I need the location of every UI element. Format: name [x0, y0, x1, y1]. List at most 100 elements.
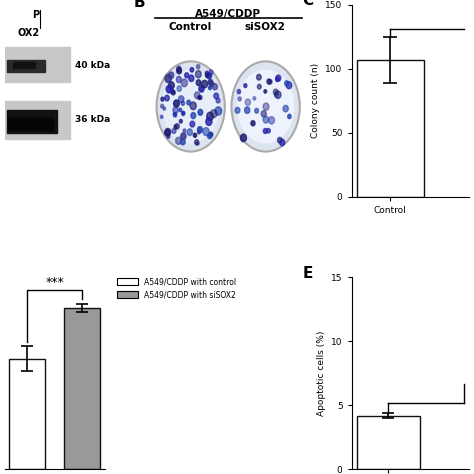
Circle shape — [206, 118, 212, 126]
Circle shape — [205, 73, 209, 77]
Text: 36 kDa: 36 kDa — [75, 115, 110, 124]
Circle shape — [195, 71, 201, 78]
Bar — [5, 47, 70, 82]
Circle shape — [190, 68, 194, 72]
Circle shape — [169, 82, 174, 89]
Circle shape — [238, 97, 241, 101]
Circle shape — [165, 95, 169, 101]
Circle shape — [160, 115, 163, 118]
Circle shape — [161, 104, 164, 108]
Text: B: B — [133, 0, 145, 10]
Circle shape — [286, 82, 292, 89]
Circle shape — [251, 121, 255, 126]
Circle shape — [179, 119, 182, 123]
Circle shape — [173, 107, 178, 113]
Circle shape — [179, 108, 182, 112]
Circle shape — [195, 140, 199, 145]
Circle shape — [288, 114, 291, 118]
Circle shape — [210, 82, 214, 87]
Circle shape — [173, 113, 176, 116]
Circle shape — [245, 99, 250, 106]
Circle shape — [183, 129, 186, 132]
Circle shape — [172, 90, 175, 95]
Circle shape — [169, 72, 174, 79]
Circle shape — [165, 129, 170, 136]
Bar — [357, 416, 420, 469]
Circle shape — [209, 70, 213, 75]
Circle shape — [161, 97, 164, 101]
Ellipse shape — [237, 70, 294, 144]
Circle shape — [264, 90, 267, 93]
Circle shape — [261, 110, 266, 117]
Circle shape — [263, 116, 269, 123]
Circle shape — [172, 128, 176, 134]
Circle shape — [182, 111, 184, 115]
Circle shape — [215, 107, 222, 115]
Legend: A549/CDDP with control, A549/CDDP with siSOX2: A549/CDDP with control, A549/CDDP with s… — [117, 277, 236, 299]
Bar — [8, 118, 53, 129]
Circle shape — [166, 85, 172, 93]
Circle shape — [207, 73, 211, 79]
Circle shape — [235, 107, 240, 113]
Circle shape — [237, 90, 241, 94]
Circle shape — [198, 96, 201, 100]
Circle shape — [209, 86, 211, 90]
Circle shape — [167, 135, 170, 138]
Y-axis label: Colony count (n): Colony count (n) — [311, 63, 320, 138]
Circle shape — [205, 71, 209, 75]
Circle shape — [194, 92, 200, 99]
Bar — [9, 359, 45, 469]
Circle shape — [240, 134, 246, 142]
Circle shape — [273, 89, 278, 95]
Bar — [64, 308, 100, 469]
Circle shape — [257, 84, 261, 89]
Circle shape — [173, 100, 179, 107]
Circle shape — [267, 128, 270, 133]
Circle shape — [175, 137, 182, 145]
Circle shape — [216, 98, 220, 103]
Circle shape — [255, 109, 258, 113]
Text: Control: Control — [168, 22, 211, 32]
Text: E: E — [302, 266, 312, 281]
Circle shape — [165, 128, 171, 136]
Bar — [7, 60, 45, 72]
Circle shape — [196, 142, 199, 145]
Circle shape — [181, 79, 187, 87]
Text: 40 kDa: 40 kDa — [75, 61, 110, 70]
Circle shape — [196, 80, 201, 86]
Circle shape — [197, 64, 200, 69]
Circle shape — [244, 84, 247, 88]
Circle shape — [253, 97, 255, 100]
Circle shape — [276, 75, 281, 81]
Circle shape — [209, 80, 212, 84]
Circle shape — [177, 68, 182, 74]
Y-axis label: Apoptotic cells (%): Apoptotic cells (%) — [317, 330, 326, 416]
Circle shape — [268, 80, 272, 84]
Circle shape — [181, 133, 186, 139]
Circle shape — [175, 124, 179, 129]
Circle shape — [264, 128, 267, 134]
Bar — [13, 62, 35, 68]
Circle shape — [189, 75, 194, 82]
Ellipse shape — [162, 70, 219, 144]
Circle shape — [269, 117, 274, 124]
Circle shape — [277, 137, 282, 143]
Circle shape — [274, 92, 279, 98]
Circle shape — [275, 91, 281, 99]
Circle shape — [214, 93, 219, 99]
Ellipse shape — [156, 61, 225, 152]
Circle shape — [275, 77, 279, 82]
Circle shape — [201, 80, 208, 88]
Circle shape — [208, 133, 212, 138]
Text: A549/CDDP: A549/CDDP — [195, 9, 261, 18]
Circle shape — [280, 139, 285, 146]
Bar — [7, 110, 57, 133]
Circle shape — [181, 139, 185, 145]
Circle shape — [198, 127, 202, 133]
Text: P: P — [33, 10, 40, 20]
Circle shape — [190, 102, 196, 109]
Circle shape — [203, 128, 209, 136]
Circle shape — [179, 96, 184, 102]
Circle shape — [177, 66, 181, 72]
Circle shape — [210, 109, 217, 118]
